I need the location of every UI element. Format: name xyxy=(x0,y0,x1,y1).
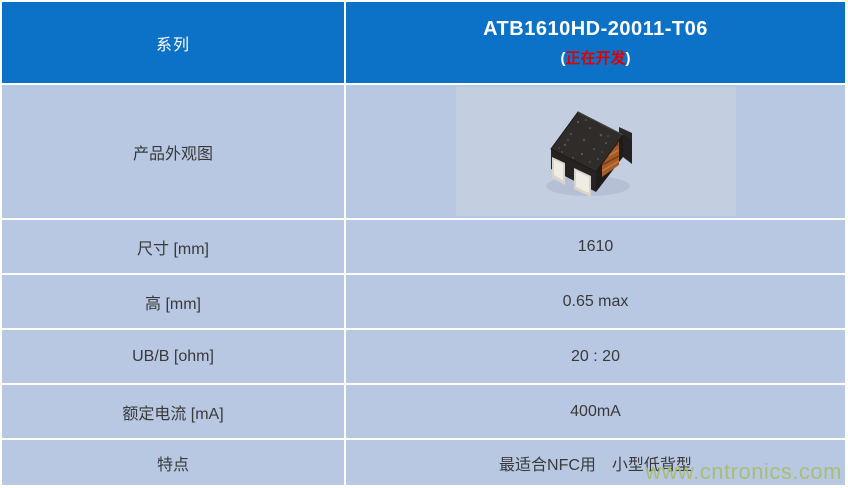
status-paren-open: ( xyxy=(560,49,566,67)
model-header-cell: ATB1610HD-20011-T06 (正在开发) xyxy=(346,2,845,83)
spec-row-value: 最适合NFC用 小型低背型 xyxy=(346,440,845,485)
spec-row-label: 尺寸 [mm] xyxy=(2,220,344,273)
status-paren-close: ) xyxy=(625,49,631,67)
spec-row-value: 20 : 20 xyxy=(346,330,845,383)
series-header-label: 系列 xyxy=(2,2,344,83)
spec-row-label: 高 [mm] xyxy=(2,275,344,328)
spec-row-label: UB/B [ohm] xyxy=(2,330,344,383)
spec-row-value: 400mA xyxy=(346,385,845,438)
spec-row-value: 1610 xyxy=(346,220,845,273)
spec-row-label: 特点 xyxy=(2,440,344,485)
status-text: 正在开发 xyxy=(565,49,626,67)
component-photo-drawing xyxy=(546,110,632,197)
component-photo xyxy=(455,87,736,216)
model-number: ATB1610HD-20011-T06 xyxy=(483,17,708,40)
photo-row-cell xyxy=(346,85,845,218)
development-status: (正在开发) xyxy=(560,47,630,68)
photo-row-label: 产品外观图 xyxy=(2,85,344,218)
spec-row-label: 额定电流 [mA] xyxy=(2,385,344,438)
spec-row-value: 0.65 max xyxy=(346,275,845,328)
